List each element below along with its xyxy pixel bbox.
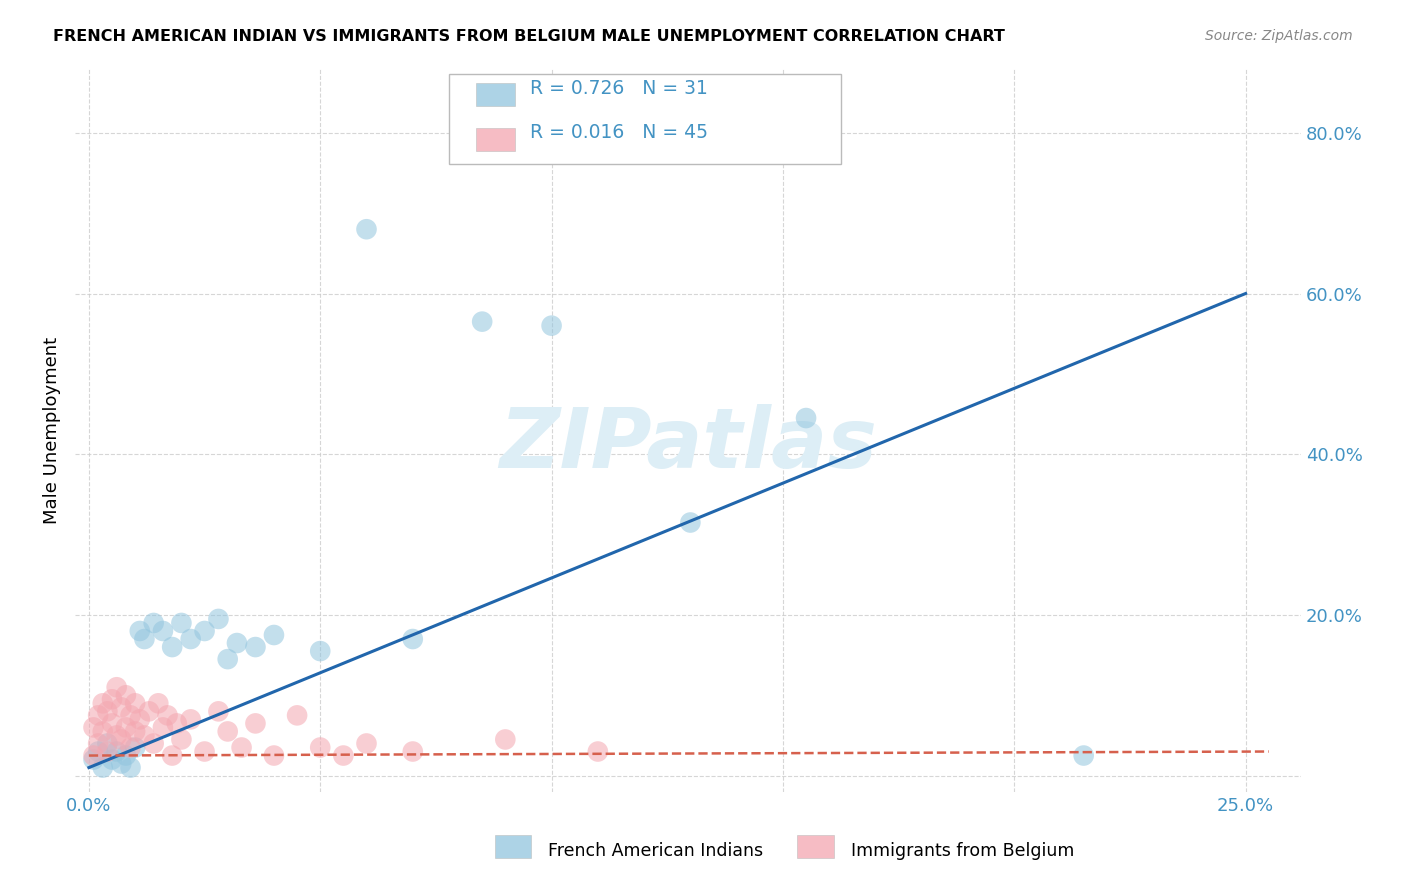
Point <box>91 696 114 710</box>
Point <box>166 716 188 731</box>
Point <box>540 318 562 333</box>
FancyBboxPatch shape <box>449 73 841 164</box>
Point <box>91 724 114 739</box>
Point <box>170 732 193 747</box>
Text: Immigrants from Belgium: Immigrants from Belgium <box>851 842 1074 860</box>
Point <box>309 740 332 755</box>
Point <box>115 720 138 734</box>
Point <box>120 761 142 775</box>
Bar <box>797 835 834 858</box>
Bar <box>495 835 531 858</box>
Point <box>402 745 425 759</box>
Point <box>142 737 165 751</box>
Text: Source: ZipAtlas.com: Source: ZipAtlas.com <box>1205 29 1353 43</box>
Point <box>170 615 193 630</box>
Point <box>138 704 160 718</box>
Point <box>110 756 132 771</box>
Point <box>160 640 183 654</box>
Point <box>115 748 138 763</box>
Point <box>226 636 249 650</box>
FancyBboxPatch shape <box>477 128 515 151</box>
Point <box>245 640 267 654</box>
Text: R = 0.016   N = 45: R = 0.016 N = 45 <box>530 123 707 143</box>
Point <box>101 692 124 706</box>
Point <box>285 708 308 723</box>
Point <box>115 688 138 702</box>
Point <box>471 315 494 329</box>
Point <box>83 748 105 763</box>
Point <box>1073 748 1095 763</box>
Point <box>142 615 165 630</box>
Point <box>180 712 202 726</box>
Point <box>231 740 253 755</box>
Point <box>124 696 146 710</box>
Text: FRENCH AMERICAN INDIAN VS IMMIGRANTS FROM BELGIUM MALE UNEMPLOYMENT CORRELATION : FRENCH AMERICAN INDIAN VS IMMIGRANTS FRO… <box>53 29 1005 44</box>
Point <box>128 712 150 726</box>
Point <box>96 737 118 751</box>
Point <box>128 624 150 638</box>
Point <box>110 700 132 714</box>
Point <box>105 680 128 694</box>
Point <box>263 628 285 642</box>
Point <box>193 745 215 759</box>
Point <box>193 624 215 638</box>
Point <box>87 737 110 751</box>
Point <box>120 708 142 723</box>
Point <box>332 748 354 763</box>
Point <box>180 632 202 646</box>
Point <box>356 737 378 751</box>
Point <box>207 704 229 718</box>
Point <box>494 732 516 747</box>
Point <box>134 632 156 646</box>
Point <box>160 748 183 763</box>
FancyBboxPatch shape <box>477 83 515 106</box>
Point <box>356 222 378 236</box>
Point <box>794 411 817 425</box>
Point <box>263 748 285 763</box>
Point <box>120 740 142 755</box>
Point <box>87 708 110 723</box>
Point <box>83 753 105 767</box>
Point <box>124 740 146 755</box>
Point <box>91 761 114 775</box>
Point <box>402 632 425 646</box>
Point <box>134 728 156 742</box>
Point <box>87 745 110 759</box>
Text: ZIPatlas: ZIPatlas <box>499 404 877 485</box>
Text: R = 0.726   N = 31: R = 0.726 N = 31 <box>530 78 707 97</box>
Y-axis label: Male Unemployment: Male Unemployment <box>44 336 60 524</box>
Point <box>309 644 332 658</box>
Point <box>148 696 170 710</box>
Point <box>217 724 239 739</box>
Point <box>96 745 118 759</box>
Point <box>152 624 174 638</box>
Point <box>245 716 267 731</box>
Point <box>156 708 179 723</box>
Point <box>152 720 174 734</box>
Point <box>96 704 118 718</box>
Point <box>586 745 609 759</box>
Point <box>101 753 124 767</box>
Point <box>101 716 124 731</box>
Point <box>124 724 146 739</box>
Point <box>105 745 128 759</box>
Point <box>110 732 132 747</box>
Point <box>217 652 239 666</box>
Point <box>105 728 128 742</box>
Text: French American Indians: French American Indians <box>548 842 763 860</box>
Point <box>679 516 702 530</box>
Point <box>83 720 105 734</box>
Point <box>207 612 229 626</box>
